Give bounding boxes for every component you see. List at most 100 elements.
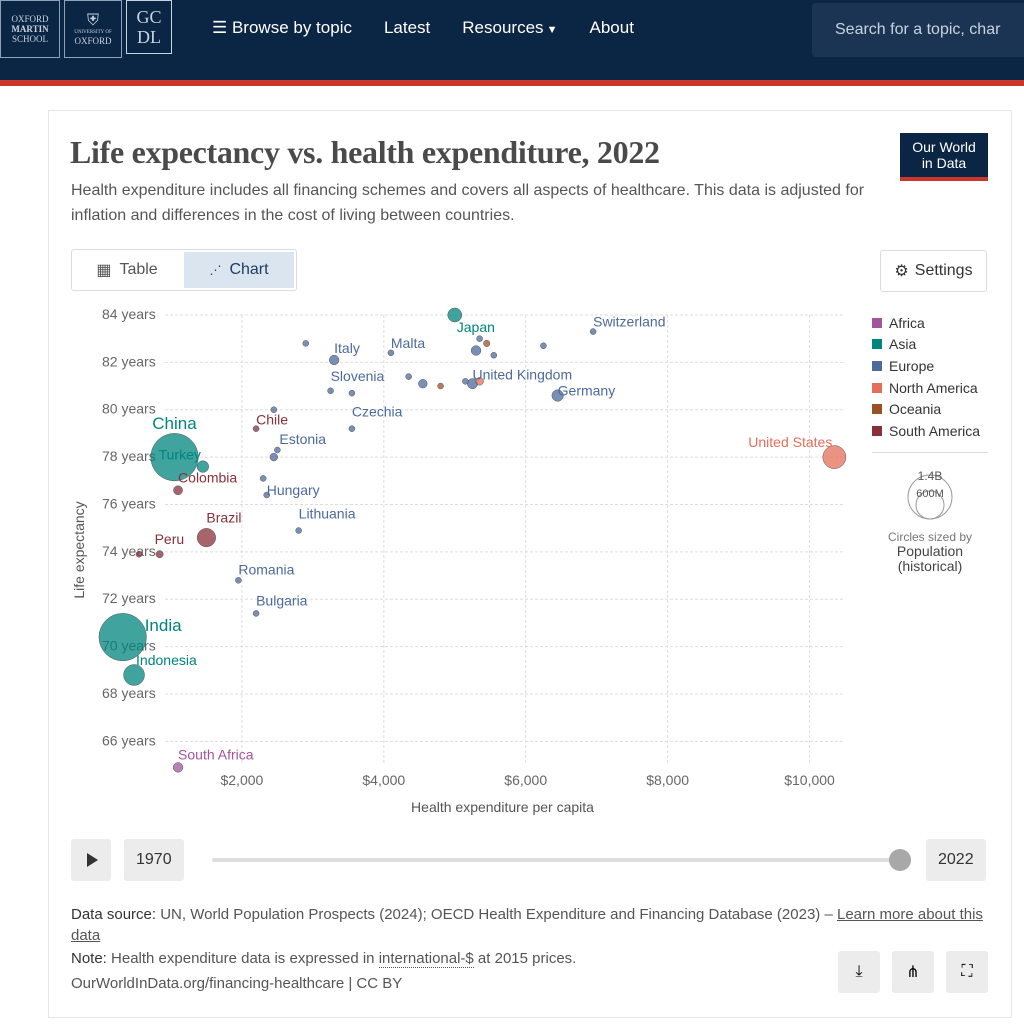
share-button[interactable]: ⋔	[892, 951, 934, 993]
size-legend-circles: 1.4B 600M	[907, 469, 953, 520]
nav-about[interactable]: About	[589, 18, 634, 37]
y-tick-label: 80 years	[102, 401, 156, 417]
legend-label: Europe	[889, 357, 935, 374]
header-accent-line	[0, 80, 1024, 86]
x-tick-label: $8,000	[646, 772, 689, 788]
data-point-label: Romania	[238, 561, 294, 577]
download-icon: ⤓	[855, 963, 863, 980]
data-source: Data source: UN, World Population Prospe…	[71, 904, 991, 946]
nav-label: Browse by topic	[231, 18, 352, 37]
data-point	[470, 345, 482, 356]
y-tick-label: 76 years	[102, 495, 156, 511]
data-point-label: India	[145, 616, 182, 635]
y-axis-title: Life expectancy	[71, 501, 87, 598]
legend-label: South America	[889, 422, 981, 439]
note-text: at 2015 prices.	[473, 950, 577, 967]
data-point-label: Italy	[334, 340, 360, 356]
owid-logo-line: in Data	[921, 155, 967, 171]
timeline-slider-handle[interactable]	[889, 849, 911, 871]
data-point	[302, 340, 310, 347]
y-tick-label: 66 years	[102, 732, 156, 748]
data-point	[418, 379, 428, 389]
logo-line: SCHOOL	[11, 34, 48, 44]
data-point	[589, 328, 597, 335]
data-point	[274, 446, 281, 454]
legend-item-south-america[interactable]: South America	[872, 420, 980, 442]
fullscreen-button[interactable]: ⛶	[946, 951, 988, 993]
size-legend-measure[interactable]: Population (historical)	[872, 544, 988, 574]
oxford-martin-school-logo[interactable]: OXFORD MARTIN SCHOOL	[0, 0, 60, 58]
data-point-label: United Kingdom	[473, 367, 573, 383]
timeline-slider-track[interactable]	[212, 858, 900, 862]
data-source-label: Data source:	[71, 906, 157, 923]
chart-note: Note: Health expenditure data is express…	[71, 950, 577, 968]
chart-actions: ⤓ ⋔ ⛶	[838, 951, 988, 993]
data-point	[172, 762, 184, 773]
data-point-label: Colombia	[178, 469, 237, 485]
data-point-label: South Africa	[178, 746, 254, 762]
play-button[interactable]	[71, 839, 111, 881]
nav-latest[interactable]: Latest	[383, 18, 431, 37]
owid-logo[interactable]: Our World in Data	[900, 133, 988, 181]
chart-url[interactable]: OurWorldInData.org/financing-healthcare …	[71, 975, 403, 992]
legend-label: North America	[889, 379, 978, 396]
university-of-oxford-logo[interactable]: ⛨ UNIVERSITY OF OXFORD	[64, 0, 122, 58]
list-icon: ☰	[212, 18, 232, 37]
logo-line: OXFORD	[74, 36, 112, 46]
data-point-label: Hungary	[267, 482, 320, 498]
data-point-label: Chile	[256, 412, 288, 428]
data-point-label: Switzerland	[593, 314, 665, 330]
settings-button[interactable]: ⚙ Settings	[880, 250, 987, 292]
data-point	[135, 550, 143, 558]
y-tick-label: 84 years	[102, 306, 156, 322]
download-button[interactable]: ⤓	[838, 951, 880, 993]
legend-item-north-america[interactable]: North America	[872, 377, 980, 399]
data-point	[329, 354, 340, 366]
data-point-label: Estonia	[279, 431, 326, 447]
logo-line: UNIVERSITY OF	[74, 30, 112, 35]
gear-icon: ⚙	[894, 263, 909, 280]
nav-label: Resources	[462, 18, 544, 37]
data-point	[98, 613, 147, 662]
data-point	[259, 475, 267, 482]
legend-swatch	[872, 360, 882, 371]
data-point	[270, 406, 278, 413]
caret-down-icon: ▼	[543, 24, 558, 36]
legend-item-asia[interactable]: Asia	[872, 334, 980, 356]
chart-title: Life expectancy vs. health expenditure, …	[70, 134, 660, 170]
data-point	[475, 377, 484, 386]
nav-browse-by-topic[interactable]: ☰ Browse by topic	[212, 18, 352, 38]
timeline-end-year[interactable]: 2022	[926, 839, 986, 881]
search-input[interactable]: Search for a topic, char	[812, 3, 1024, 57]
main-nav: ☰ Browse by topic Latest Resources ▼ Abo…	[212, 18, 634, 38]
note-text: Health expenditure data is expressed in	[111, 950, 379, 967]
data-point	[483, 339, 491, 347]
data-source-text: UN, World Population Prospects (2024); O…	[160, 906, 837, 923]
data-point	[150, 433, 199, 482]
timeline-start-year[interactable]: 1970	[124, 839, 184, 881]
size-legend-divider	[872, 452, 988, 453]
data-point	[490, 352, 498, 359]
international-dollar-link[interactable]: international-$	[378, 950, 474, 968]
tab-table[interactable]: ▦ Table	[72, 250, 182, 290]
view-tabs: ▦ Table ⋰ Chart	[71, 249, 297, 291]
gcdl-logo[interactable]: GC DL	[126, 0, 172, 54]
partner-logos: OXFORD MARTIN SCHOOL ⛨ UNIVERSITY OF OXF…	[0, 0, 172, 58]
logo-line: OXFORD	[11, 14, 49, 24]
data-point	[123, 664, 145, 686]
data-point-label: Peru	[155, 531, 185, 547]
note-label: Note:	[71, 950, 107, 967]
learn-more-link[interactable]: Learn more about this data	[71, 906, 983, 944]
x-tick-label: $2,000	[220, 772, 263, 788]
y-tick-label: 78 years	[102, 448, 156, 464]
tab-chart[interactable]: ⋰ Chart	[184, 252, 294, 288]
data-point	[822, 445, 847, 469]
legend-item-africa[interactable]: Africa	[872, 312, 980, 334]
size-measure-line: Population	[896, 543, 964, 559]
nav-resources[interactable]: Resources ▼	[462, 18, 557, 38]
legend-item-europe[interactable]: Europe	[872, 355, 980, 377]
scatter-icon: ⋰	[209, 263, 222, 277]
data-point	[263, 491, 270, 499]
legend-item-oceania[interactable]: Oceania	[872, 398, 980, 420]
data-point-label: Brazil	[206, 510, 241, 526]
